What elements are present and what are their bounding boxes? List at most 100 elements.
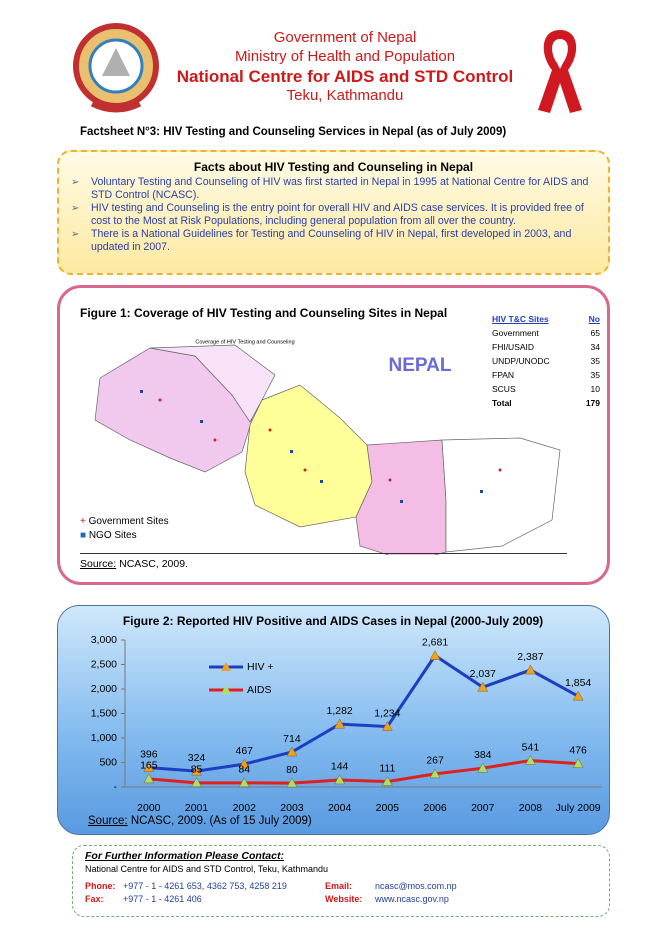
legend-marker (221, 685, 231, 694)
data-label: 2,681 (422, 636, 448, 648)
table-header: HIV T&C Sites (492, 314, 549, 324)
table-row: Total 179 (492, 396, 600, 410)
legend-label: Government Sites (88, 516, 169, 527)
legend-label: NGO Sites (88, 530, 137, 541)
table-row: UNDP/UNODC 35 (492, 354, 600, 368)
data-label: 714 (283, 733, 301, 745)
data-label: 80 (286, 764, 298, 776)
factsheet-title: Factsheet N°3: HIV Testing and Counselin… (80, 126, 507, 138)
email-label: Email: (325, 881, 353, 891)
data-point (525, 664, 536, 675)
data-point (238, 777, 250, 788)
contact-heading: For Further Information Please Contact: (85, 850, 284, 862)
x-tick-label: 2001 (185, 802, 209, 814)
phone-label: Phone: (85, 881, 116, 891)
data-label: 2,387 (517, 651, 543, 663)
data-point (238, 758, 250, 769)
phone: +977 - 1 - 4261 653, 4362 753, 4258 219 (123, 881, 287, 891)
table-cell: 10 (590, 384, 600, 394)
legend-label: AIDS (247, 684, 272, 696)
x-tick-label: 2004 (328, 802, 352, 814)
email: ncasc@mos.com.np (375, 881, 457, 891)
table-cell: 35 (590, 370, 600, 380)
table-header: No (588, 314, 600, 324)
legend-marker (221, 662, 231, 671)
map-label: NEPAL (389, 355, 452, 376)
sites-table: HIV T&C Sites No Government 65 FHI/USAID 34 U… (492, 312, 600, 410)
table-cell: 179 (585, 398, 600, 408)
source-text: NCASC, 2009. (119, 558, 188, 570)
data-label: 324 (188, 752, 206, 764)
data-point (381, 776, 393, 786)
location: Teku, Kathmandu (286, 87, 404, 104)
data-point (429, 650, 441, 660)
data-label: 467 (235, 745, 253, 757)
nepal-map: Coverage of HIV Testing and Counseling N… (94, 339, 561, 555)
table-cell: 35 (590, 356, 600, 366)
source-label: Source: (88, 815, 128, 827)
source-label: Source: (80, 558, 117, 570)
x-tick-label: 2006 (423, 802, 447, 814)
data-point (334, 718, 346, 729)
data-point (191, 765, 202, 776)
table-cell: SCUS (492, 384, 516, 394)
table-cell: FPAN (492, 370, 515, 380)
legend-ngo: ■ NGO Sites (80, 530, 137, 541)
data-label: 2,037 (470, 668, 496, 680)
centre: National Centre for AIDS and STD Control (176, 67, 514, 86)
data-point (572, 690, 584, 701)
data-point (477, 681, 489, 692)
data-label: 1,282 (327, 705, 353, 717)
ministry: Ministry of Health and Population (234, 48, 456, 65)
website: www.ncasc.gov.np (375, 894, 449, 904)
legend-label: HIV + (247, 661, 274, 673)
table-cell: UNDP/UNODC (492, 356, 550, 366)
table-cell: FHI/USAID (492, 342, 535, 352)
figure2-box (57, 605, 610, 835)
data-point (381, 721, 393, 731)
fax-label: Fax: (85, 894, 104, 904)
data-point (191, 777, 202, 788)
data-point (286, 746, 298, 757)
figure2-source: Source: NCASC, 2009. (As of 15 July 2009… (88, 815, 312, 827)
table-cell: Government (492, 328, 539, 338)
data-label: 111 (379, 762, 395, 774)
series-line (148, 758, 579, 785)
facts-title: Facts about HIV Testing and Counseling i… (193, 160, 474, 174)
table-cell: 34 (590, 342, 600, 352)
data-label: 1,234 (374, 707, 400, 719)
data-label: 476 (569, 744, 587, 756)
y-tick-label: 2,000 (91, 683, 117, 695)
series-line (148, 653, 579, 773)
source-text: NCASC, 2009. (As of 15 July 2009) (130, 815, 312, 827)
chart-title: Figure 2: Reported HIV Positive and AIDS… (123, 614, 543, 628)
data-point (143, 762, 155, 772)
data-label: 384 (474, 749, 492, 761)
data-label: 1,854 (565, 677, 591, 689)
data-label: 85 (191, 764, 203, 776)
table-row: FPAN 35 (492, 368, 600, 382)
table-cell: 65 (590, 328, 600, 338)
contact-box: For Further Information Please Contact: … (72, 845, 610, 917)
fact-item: Voluntary Testing and Counseling of HIV … (69, 176, 596, 202)
map-title: Coverage of HIV Testing and Counseling (195, 339, 294, 345)
figure1-source: Source: NCASC, 2009. (80, 558, 188, 570)
table-cell: Total (492, 398, 512, 408)
y-tick-label: 1,000 (91, 732, 117, 744)
x-tick-label: 2003 (280, 802, 304, 814)
data-point (525, 754, 536, 765)
government: Government of Nepal (273, 29, 417, 46)
y-tick-label: - (114, 781, 118, 793)
fact-item: HIV testing and Counseling is the entry … (69, 202, 596, 228)
y-tick-label: 500 (99, 756, 117, 768)
website-label: Website: (325, 894, 363, 904)
data-point (572, 758, 584, 768)
data-point (477, 762, 489, 773)
x-tick-label: July 2009 (556, 802, 601, 814)
y-tick-label: 1,500 (91, 707, 117, 719)
contact-address: National Centre for AIDS and STD Control… (85, 864, 328, 874)
data-label: 144 (331, 761, 349, 773)
table-row: SCUS 10 (492, 382, 600, 396)
y-tick-label: 3,000 (91, 634, 117, 646)
